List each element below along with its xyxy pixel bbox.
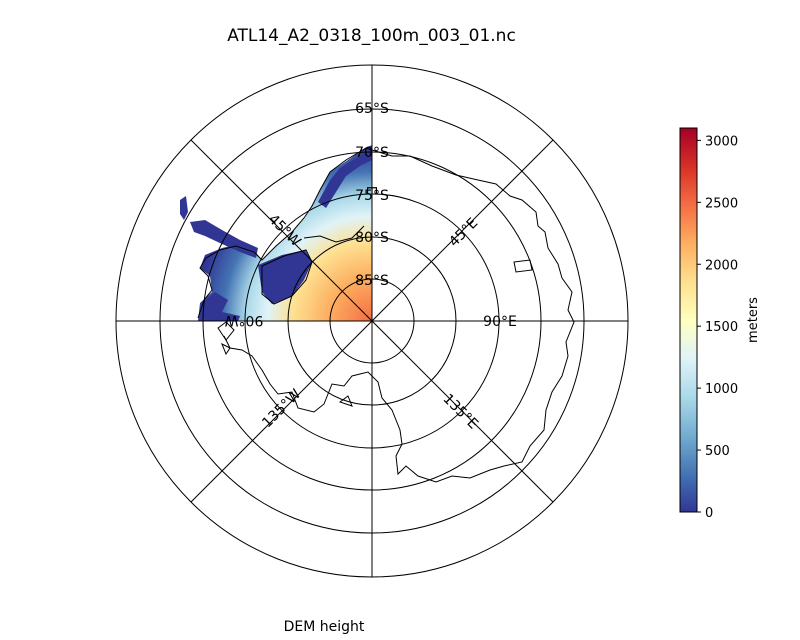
colorbar-tick-label: 1500 [705,320,738,335]
islands [217,259,533,407]
coastline [197,147,575,483]
lon-label-90e: 90°E [483,314,517,330]
lat-label-70: 70°S [355,145,389,161]
lon-label-90w: 90°W [225,312,264,328]
meridian-135 [190,139,554,503]
lat-label-75: 75°S [355,188,389,204]
ross-side-ice [198,292,240,321]
coastline-west [197,147,373,319]
lat-label-80: 80°S [355,230,389,246]
colorbar-tick-label: 500 [705,444,730,459]
graticule [115,64,629,578]
coastal-ice-strip [318,150,372,208]
lon-label-180: E [363,186,378,194]
colorbar-tick-label: 2500 [705,196,738,211]
grounding-line [261,249,313,305]
colorbar-label: meters [746,297,761,343]
colorbar-tick-label: 2000 [705,258,738,273]
figure-title: ATL14_A2_0318_100m_003_01.nc [227,26,516,46]
colorbar-tick-label: 3000 [705,134,738,149]
lat-label-85: 85°S [355,273,389,289]
figure-caption: DEM height [283,619,365,635]
colorbar-ticks: 0 500 1000 1500 2000 2500 3000 [697,134,738,521]
latitude-labels: 65°S 70°S 75°S 80°S 85°S [355,101,389,289]
lon-label-135e: 135°E [440,391,481,432]
lon-label-45e: 45°E [446,215,481,250]
coastline-east [223,149,575,483]
colorbar-tick-label: 0 [705,506,713,521]
colorbar-tick-label: 1000 [705,382,738,397]
peninsula-tip [180,196,188,220]
colorbar-bar [679,127,698,513]
grounding-line-2 [303,225,365,243]
colorbar: 0 500 1000 1500 2000 2500 3000 meters [679,127,761,521]
ronne-filchner-ice-shelf [258,250,312,304]
lat-label-65: 65°S [355,101,389,117]
